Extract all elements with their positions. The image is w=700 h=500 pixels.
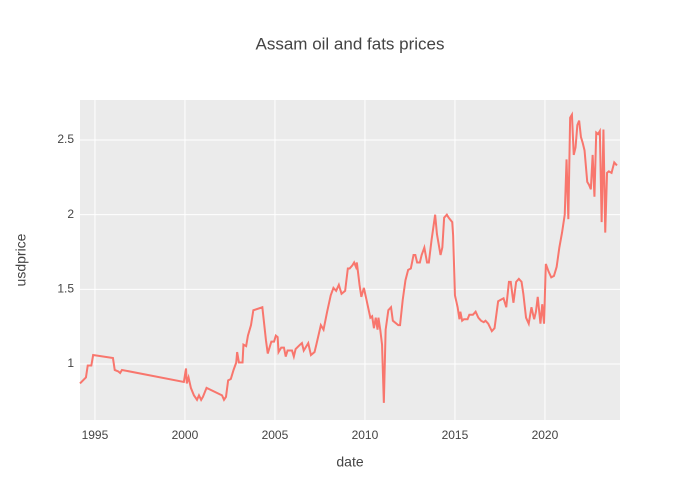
y-tick-label: 1 [67,356,74,370]
x-tick-label: 2005 [262,428,289,442]
x-tick-label: 2020 [532,428,559,442]
marks [79,111,618,403]
x-tick-label: 2000 [172,428,199,442]
x-tick-label: 2010 [352,428,379,442]
chart-title: Assam oil and fats prices [256,34,445,53]
y-axis-title: usdprice [13,233,29,286]
y-tick-label: 2 [67,207,74,221]
y-tick-label: 2.5 [57,132,74,146]
data-line [79,111,618,403]
plot-area [80,100,620,420]
y-tick-label: 1.5 [57,282,74,296]
x-tick-label: 1995 [82,428,109,442]
x-tick-label: 2015 [442,428,469,442]
grid [80,100,620,420]
x-axis-title: date [336,454,363,470]
